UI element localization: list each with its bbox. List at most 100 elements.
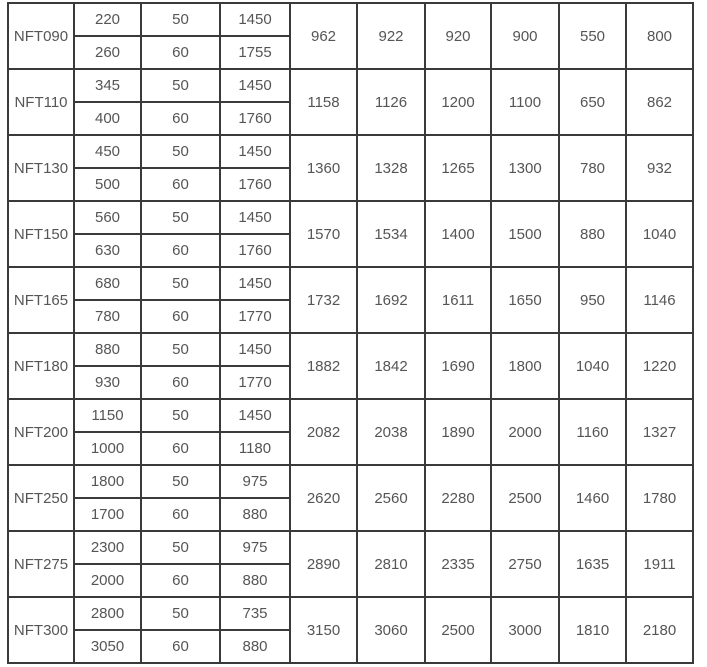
- sub-value-cell: 1180: [219, 431, 291, 466]
- model-cell: NFT110: [7, 68, 75, 136]
- sub-value-cell: 1450: [219, 398, 291, 433]
- value-cell: 1265: [424, 134, 492, 202]
- value-cell: 950: [558, 266, 627, 334]
- sub-value-cell: 500: [73, 167, 142, 202]
- sub-value-cell: 1770: [219, 365, 291, 400]
- table-row: 260 60 1755: [8, 35, 693, 70]
- value-cell: 1360: [289, 134, 358, 202]
- value-cell: 2000: [490, 398, 560, 466]
- sub-value-cell: 60: [140, 497, 221, 532]
- sub-value-cell: 1755: [219, 35, 291, 70]
- value-cell: 920: [424, 2, 492, 70]
- value-cell: 932: [625, 134, 694, 202]
- value-cell: 880: [558, 200, 627, 268]
- sub-value-cell: 2800: [73, 596, 142, 631]
- table-row: NFT275 2300 50 975 2890 2810 2335 2750 1635 1911: [7, 530, 694, 598]
- sub-value-cell: 1760: [219, 101, 291, 136]
- sub-value-cell: 50: [140, 398, 221, 433]
- sub-value-cell: 220: [73, 2, 142, 37]
- model-cell: NFT165: [7, 266, 75, 334]
- sub-value-cell: 60: [140, 233, 221, 268]
- sub-value-cell: 1770: [219, 299, 291, 334]
- table-row: 780 60 1770: [8, 299, 693, 334]
- sub-value-cell: 975: [219, 530, 291, 565]
- sub-value-cell: 345: [73, 68, 142, 103]
- model-cell: NFT130: [7, 134, 75, 202]
- value-cell: 650: [558, 68, 627, 136]
- table-row: NFT090 220 50 1450 962 922 920 900 550 800: [7, 2, 694, 70]
- sub-value-cell: 1450: [219, 134, 291, 169]
- value-cell: 1911: [625, 530, 694, 598]
- value-cell: 780: [558, 134, 627, 202]
- sub-value-cell: 680: [73, 266, 142, 301]
- value-cell: 1500: [490, 200, 560, 268]
- value-cell: 1890: [424, 398, 492, 466]
- sub-value-cell: 50: [140, 596, 221, 631]
- value-cell: 1842: [356, 332, 426, 400]
- value-cell: 1040: [558, 332, 627, 400]
- sub-value-cell: 450: [73, 134, 142, 169]
- model-cell: NFT275: [7, 530, 75, 598]
- value-cell: 3150: [289, 596, 358, 664]
- sub-value-cell: 260: [73, 35, 142, 70]
- model-cell: NFT180: [7, 332, 75, 400]
- value-cell: 1690: [424, 332, 492, 400]
- specs-table: NFT090 220 50 1450 962 922 920 900 550 800 260 60 17…: [7, 2, 694, 664]
- value-cell: 2500: [424, 596, 492, 664]
- value-cell: 2038: [356, 398, 426, 466]
- value-cell: 1460: [558, 464, 627, 532]
- value-cell: 2890: [289, 530, 358, 598]
- sub-value-cell: 60: [140, 167, 221, 202]
- value-cell: 862: [625, 68, 694, 136]
- value-cell: 2810: [356, 530, 426, 598]
- value-cell: 900: [490, 2, 560, 70]
- value-cell: 1732: [289, 266, 358, 334]
- sub-value-cell: 1450: [219, 266, 291, 301]
- value-cell: 1158: [289, 68, 358, 136]
- sub-value-cell: 50: [140, 68, 221, 103]
- value-cell: 3060: [356, 596, 426, 664]
- sub-value-cell: 780: [73, 299, 142, 334]
- model-cell: NFT300: [7, 596, 75, 664]
- value-cell: 800: [625, 2, 694, 70]
- sub-value-cell: 50: [140, 332, 221, 367]
- value-cell: 1570: [289, 200, 358, 268]
- sub-value-cell: 3050: [73, 629, 142, 664]
- sub-value-cell: 50: [140, 530, 221, 565]
- sub-value-cell: 880: [73, 332, 142, 367]
- table-row: 1000 60 1180: [8, 431, 693, 466]
- value-cell: 1100: [490, 68, 560, 136]
- value-cell: 2335: [424, 530, 492, 598]
- value-cell: 2280: [424, 464, 492, 532]
- model-cell: NFT090: [7, 2, 75, 70]
- sub-value-cell: 2300: [73, 530, 142, 565]
- sub-value-cell: 50: [140, 134, 221, 169]
- sub-value-cell: 60: [140, 299, 221, 334]
- table-row: NFT300 2800 50 735 3150 3060 2500 3000 1810 2180: [7, 596, 694, 664]
- sub-value-cell: 1450: [219, 200, 291, 235]
- value-cell: 1882: [289, 332, 358, 400]
- value-cell: 2082: [289, 398, 358, 466]
- table-row: 630 60 1760: [8, 233, 693, 268]
- value-cell: 2750: [490, 530, 560, 598]
- sub-value-cell: 880: [219, 629, 291, 664]
- sub-value-cell: 400: [73, 101, 142, 136]
- model-cell: NFT200: [7, 398, 75, 466]
- sub-value-cell: 1450: [219, 2, 291, 37]
- value-cell: 1146: [625, 266, 694, 334]
- value-cell: 1300: [490, 134, 560, 202]
- sub-value-cell: 1450: [219, 68, 291, 103]
- value-cell: 1810: [558, 596, 627, 664]
- value-cell: 1220: [625, 332, 694, 400]
- table-row: NFT250 1800 50 975 2620 2560 2280 2500 1460 1780: [7, 464, 694, 532]
- table-row: 400 60 1760: [8, 101, 693, 136]
- sub-value-cell: 735: [219, 596, 291, 631]
- value-cell: 1327: [625, 398, 694, 466]
- value-cell: 550: [558, 2, 627, 70]
- sub-value-cell: 1000: [73, 431, 142, 466]
- value-cell: 1635: [558, 530, 627, 598]
- value-cell: 1040: [625, 200, 694, 268]
- table-row: 3050 60 880: [8, 629, 693, 664]
- value-cell: 1611: [424, 266, 492, 334]
- value-cell: 2620: [289, 464, 358, 532]
